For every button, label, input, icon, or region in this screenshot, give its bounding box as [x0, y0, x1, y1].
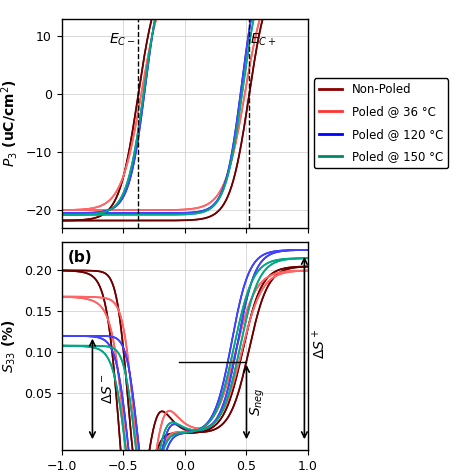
Text: $\Delta S^+$: $\Delta S^+$ [310, 329, 328, 359]
Text: $S_{neg}$: $S_{neg}$ [249, 387, 267, 416]
Legend: Non-Poled, Poled @ 36 °C, Poled @ 120 °C, Poled @ 150 °C: Non-Poled, Poled @ 36 °C, Poled @ 120 °C… [314, 78, 448, 168]
Y-axis label: $P_{3}$ (uC/cm$^{2}$): $P_{3}$ (uC/cm$^{2}$) [0, 79, 20, 167]
Text: $\Delta S^-$: $\Delta S^-$ [101, 374, 115, 404]
Text: (b): (b) [68, 250, 92, 265]
Text: $E_{C+}$: $E_{C+}$ [250, 32, 277, 48]
Y-axis label: $S_{33}$ (%): $S_{33}$ (%) [1, 319, 18, 373]
Text: $E_{C-}$: $E_{C-}$ [109, 32, 136, 48]
